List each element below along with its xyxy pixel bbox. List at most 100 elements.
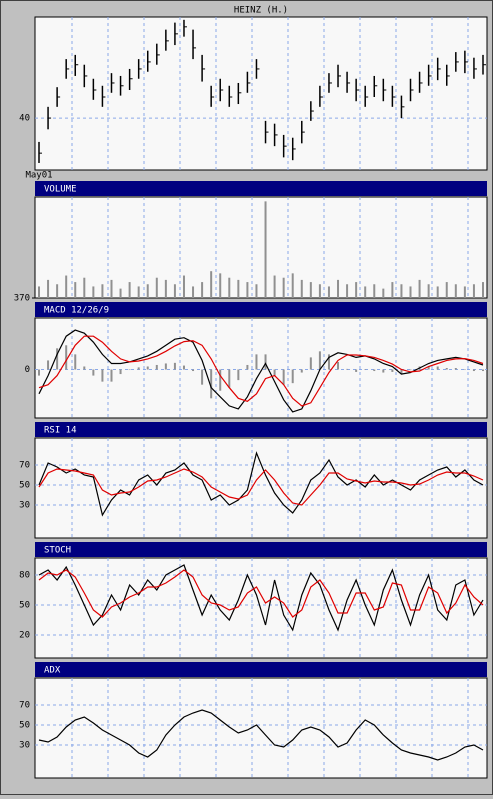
volume-bar	[427, 284, 430, 298]
volume-bar	[119, 288, 122, 298]
plot-area	[34, 317, 488, 419]
volume-bar	[65, 275, 68, 298]
histogram-bar	[210, 369, 213, 399]
volume-bar	[472, 284, 475, 298]
histogram-bar	[409, 369, 412, 371]
plot-area	[34, 16, 488, 171]
histogram-bar	[92, 369, 95, 376]
histogram-bar	[364, 369, 367, 371]
volume-bar	[246, 282, 249, 298]
histogram-bar	[454, 368, 457, 370]
volume-bar	[264, 201, 267, 298]
y-tick-label: 370	[14, 294, 30, 304]
plot-area	[34, 677, 488, 779]
histogram-bar	[291, 369, 294, 384]
histogram-bar	[101, 369, 104, 382]
histogram-bar	[74, 354, 77, 370]
y-tick-label: 40	[19, 114, 30, 124]
histogram-bar	[182, 365, 185, 370]
panel-title: ADX	[44, 666, 61, 676]
volume-bar	[346, 284, 349, 298]
volume-bar	[337, 279, 340, 298]
histogram-bar	[382, 369, 385, 373]
indicator-line	[38, 329, 484, 413]
indicator-line	[38, 451, 484, 517]
panel-title: STOCH	[44, 546, 71, 556]
histogram-bar	[445, 368, 448, 370]
histogram-bar	[65, 345, 68, 370]
volume-bar	[237, 279, 240, 298]
y-tick-label: 50	[19, 721, 30, 731]
indicator-line	[38, 709, 484, 761]
volume-bar	[83, 277, 86, 298]
volume-bar	[228, 277, 231, 298]
volume-bar	[155, 277, 158, 298]
histogram-bar	[373, 369, 376, 372]
volume-bar	[47, 279, 50, 298]
histogram-bar	[400, 369, 403, 375]
histogram-bar	[128, 369, 131, 371]
histogram-bar	[83, 366, 86, 370]
volume-bar	[409, 286, 412, 298]
volume-bar	[273, 275, 276, 298]
volume-bar	[300, 279, 303, 298]
indicator-line	[38, 569, 484, 618]
volume-bar	[255, 284, 258, 298]
y-tick-label: 30	[19, 741, 30, 751]
histogram-bar	[318, 351, 321, 370]
y-tick-label: 20	[19, 631, 30, 641]
histogram-bar	[309, 357, 312, 370]
y-tick-label: 70	[19, 701, 30, 711]
volume-bar	[164, 279, 167, 298]
volume-bar	[146, 284, 149, 298]
panel-header	[35, 422, 487, 437]
plot-area	[34, 196, 488, 299]
volume-bar	[137, 286, 140, 298]
indicator-line	[38, 564, 484, 632]
volume-bar	[219, 273, 222, 298]
indicator-line	[38, 335, 484, 407]
volume-bar	[400, 284, 403, 298]
volume-bar	[355, 282, 358, 298]
panel-header	[35, 542, 487, 557]
x-tick-label: May01	[25, 171, 52, 181]
histogram-bar	[346, 368, 349, 370]
histogram-bar	[427, 366, 430, 370]
volume-bar	[291, 273, 294, 298]
histogram-bar	[237, 369, 240, 381]
panel-header	[35, 662, 487, 677]
volume-bar	[182, 275, 185, 298]
volume-bar	[418, 279, 421, 298]
y-tick-label: 50	[19, 601, 30, 611]
histogram-bar	[38, 369, 40, 376]
y-tick-label: 30	[19, 501, 30, 511]
volume-bar	[309, 282, 312, 298]
histogram-bar	[47, 360, 50, 370]
histogram-bar	[300, 369, 303, 373]
y-tick-label: 80	[19, 571, 30, 581]
volume-bar	[445, 282, 448, 298]
histogram-bar	[119, 369, 122, 375]
histogram-bar	[246, 364, 249, 370]
histogram-bar	[472, 369, 475, 372]
volume-bar	[282, 277, 285, 298]
histogram-bar	[146, 366, 149, 370]
volume-bar	[327, 286, 330, 298]
histogram-bar	[337, 361, 340, 370]
histogram-bar	[391, 369, 394, 372]
volume-bar	[128, 282, 131, 298]
volume-bar	[201, 282, 204, 298]
histogram-bar	[282, 369, 285, 385]
volume-bar	[436, 286, 439, 298]
volume-bar	[318, 284, 321, 298]
chart-title: HEINZ (H.)	[234, 6, 288, 16]
volume-bar	[364, 286, 367, 298]
panel-header	[35, 302, 487, 317]
panel-header	[35, 181, 487, 196]
histogram-bar	[201, 369, 204, 385]
panel-title: RSI 14	[44, 426, 77, 436]
volume-bar	[173, 284, 176, 298]
volume-bar	[482, 282, 484, 298]
histogram-bar	[264, 354, 267, 370]
